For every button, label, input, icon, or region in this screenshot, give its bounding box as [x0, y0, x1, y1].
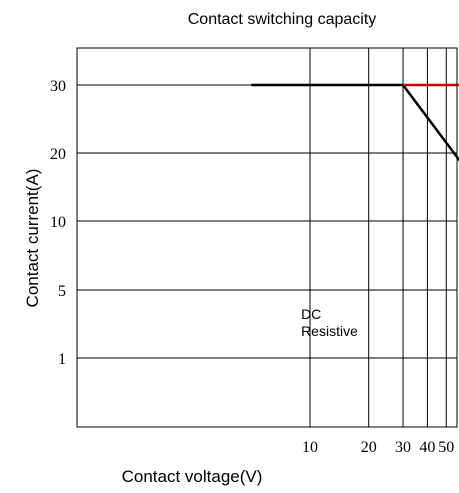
series-layer [251, 83, 459, 162]
chart-title: Contact switching capacity [188, 11, 377, 28]
x-axis-label: Contact voltage(V) [122, 467, 263, 486]
y-tick-label: 10 [50, 214, 66, 231]
y-axis-label: Contact current(A) [23, 169, 42, 308]
series-annotation: DC Resistive [301, 306, 358, 339]
y-tick-label: 30 [50, 78, 66, 95]
plot-frame [76, 47, 458, 428]
x-tick-label: 20 [361, 439, 377, 456]
x-tick-label: 40 [419, 439, 435, 456]
x-tick-label: 30 [395, 439, 411, 456]
x-tick-label: 50 [438, 439, 454, 456]
series-line-ac-resistive [403, 83, 459, 87]
y-tick-labels: 1 5 10 20 30 [50, 78, 66, 368]
grid [77, 48, 457, 427]
y-tick-label: 5 [58, 283, 66, 300]
y-tick-label: 1 [58, 351, 66, 368]
series-line-dc-resistive [251, 83, 459, 162]
annotations: ACResistiveDCResistive [301, 306, 358, 339]
x-tick-labels: 1020304050100200300 [302, 439, 454, 456]
x-tick-label: 10 [302, 439, 318, 456]
y-tick-label: 20 [50, 146, 66, 163]
